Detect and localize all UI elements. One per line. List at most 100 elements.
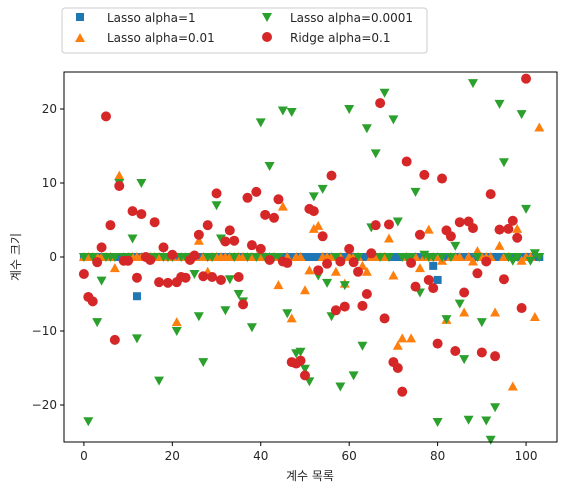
- lasso-001-point: [406, 333, 417, 343]
- ridge-01-point: [189, 250, 200, 261]
- lasso-1-point: [433, 275, 442, 284]
- lasso-00001-point: [472, 253, 483, 262]
- lasso-1-point: [429, 261, 438, 270]
- ridge-01-point: [516, 303, 527, 314]
- lasso-1-point: [358, 253, 367, 261]
- ridge-01-point: [180, 272, 191, 283]
- ridge-01-point: [481, 256, 492, 267]
- lasso-00001-point: [131, 334, 142, 344]
- lasso-00001-point: [198, 358, 209, 368]
- lasso-00001-point: [136, 179, 147, 188]
- lasso-00001-point: [189, 270, 200, 280]
- ridge-01-point: [414, 229, 425, 240]
- lasso-001-point: [326, 252, 337, 261]
- ridge-01-point: [123, 255, 134, 266]
- y-tick-label: −20: [32, 398, 57, 412]
- lasso-00001-point: [463, 415, 474, 425]
- lasso-00001-point: [388, 115, 399, 125]
- lasso-00001-point: [193, 312, 204, 322]
- ridge-01-point: [339, 301, 350, 312]
- lasso-00001-point: [348, 371, 359, 381]
- ridge-01-point: [512, 232, 523, 243]
- ridge-01-point: [397, 386, 408, 397]
- ridge-01-point: [330, 305, 341, 316]
- lasso-1-point: [389, 253, 398, 261]
- ridge-01-point: [101, 111, 112, 122]
- lasso-00001-point: [92, 318, 103, 328]
- ridge-01-point: [145, 254, 156, 265]
- lasso-00001-point: [512, 253, 523, 262]
- ridge-01-point: [299, 370, 310, 381]
- lasso-001-point: [459, 307, 470, 317]
- lasso-001-point: [507, 381, 518, 391]
- ridge-01-point: [437, 173, 448, 184]
- y-tick-label: 10: [42, 176, 57, 190]
- ridge-01-point: [370, 220, 381, 231]
- lasso-00001-point: [521, 204, 532, 214]
- ridge-01-point: [78, 269, 89, 280]
- lasso-001-point: [463, 252, 474, 261]
- lasso-00001-point: [229, 253, 240, 262]
- x-tick-label: 20: [165, 449, 180, 463]
- lasso-1-point: [115, 253, 124, 261]
- legend-label-lasso-001: Lasso alpha=0.01: [107, 31, 215, 45]
- x-tick-label: 0: [80, 449, 88, 463]
- ridge-01-point: [154, 277, 165, 288]
- ridge-01-point: [344, 243, 355, 254]
- lasso-001-point: [467, 256, 478, 266]
- lasso-001-point: [529, 311, 540, 321]
- lasso-00001-point: [246, 323, 257, 333]
- lasso-00001-point: [410, 187, 421, 197]
- ridge-01-point: [109, 334, 120, 345]
- lasso-00001-point: [273, 253, 284, 262]
- legend-marker-ridge-01: [262, 32, 272, 42]
- lasso-00001-point: [149, 253, 160, 262]
- ridge-01-point: [233, 271, 244, 282]
- lasso-001-point: [512, 223, 523, 233]
- lasso-001-point: [490, 307, 501, 317]
- lasso-00001-point: [215, 234, 226, 244]
- ridge-01-point: [454, 217, 465, 228]
- lasso-00001-point: [282, 309, 293, 319]
- ridge-01-point: [423, 274, 434, 285]
- ridge-01-point: [224, 225, 235, 236]
- lasso-00001-point: [83, 417, 94, 427]
- lasso-001-point: [432, 252, 443, 261]
- lasso-00001-point: [220, 306, 231, 316]
- lasso-1-point: [460, 253, 469, 261]
- legend: Lasso alpha=1 Lasso alpha=0.01 Lasso alp…: [61, 7, 428, 54]
- ridge-01-point: [167, 249, 178, 260]
- ridge-01-point: [215, 274, 226, 285]
- lasso-001-point: [379, 252, 390, 261]
- legend-label-ridge-01: Ridge alpha=0.1: [290, 31, 391, 45]
- ridge-01-point: [379, 313, 390, 324]
- lasso-001-point: [198, 252, 209, 261]
- lasso-001-point: [361, 266, 372, 276]
- lasso-001-point: [193, 235, 204, 245]
- lasso-00001-point: [445, 253, 456, 262]
- lasso-00001-point: [277, 106, 288, 116]
- ridge-01-point: [255, 243, 266, 254]
- lasso-00001-point: [339, 281, 350, 291]
- ridge-01-point: [96, 242, 107, 253]
- lasso-001-point: [454, 252, 465, 261]
- ridge-01-point: [507, 215, 518, 226]
- ridge-01-point: [220, 236, 231, 247]
- lasso-1-point: [340, 253, 349, 261]
- ridge-01-point: [246, 240, 257, 251]
- ridge-01-point: [419, 169, 430, 180]
- y-tick-label: 0: [49, 250, 57, 264]
- ridge-01-point: [326, 170, 337, 181]
- lasso-00001-point: [481, 416, 492, 426]
- ridge-01-point: [92, 257, 103, 268]
- lasso-1-point: [309, 253, 318, 261]
- y-axis-label: 계수 크기: [9, 233, 23, 281]
- lasso-1-point: [132, 292, 141, 301]
- lasso-001-point: [295, 252, 306, 261]
- ridge-01-point: [490, 351, 501, 362]
- lasso-00001-point: [383, 253, 394, 262]
- lasso-00001-point: [507, 256, 518, 266]
- lasso-001-point: [277, 201, 288, 211]
- ridge-01-point: [198, 271, 209, 282]
